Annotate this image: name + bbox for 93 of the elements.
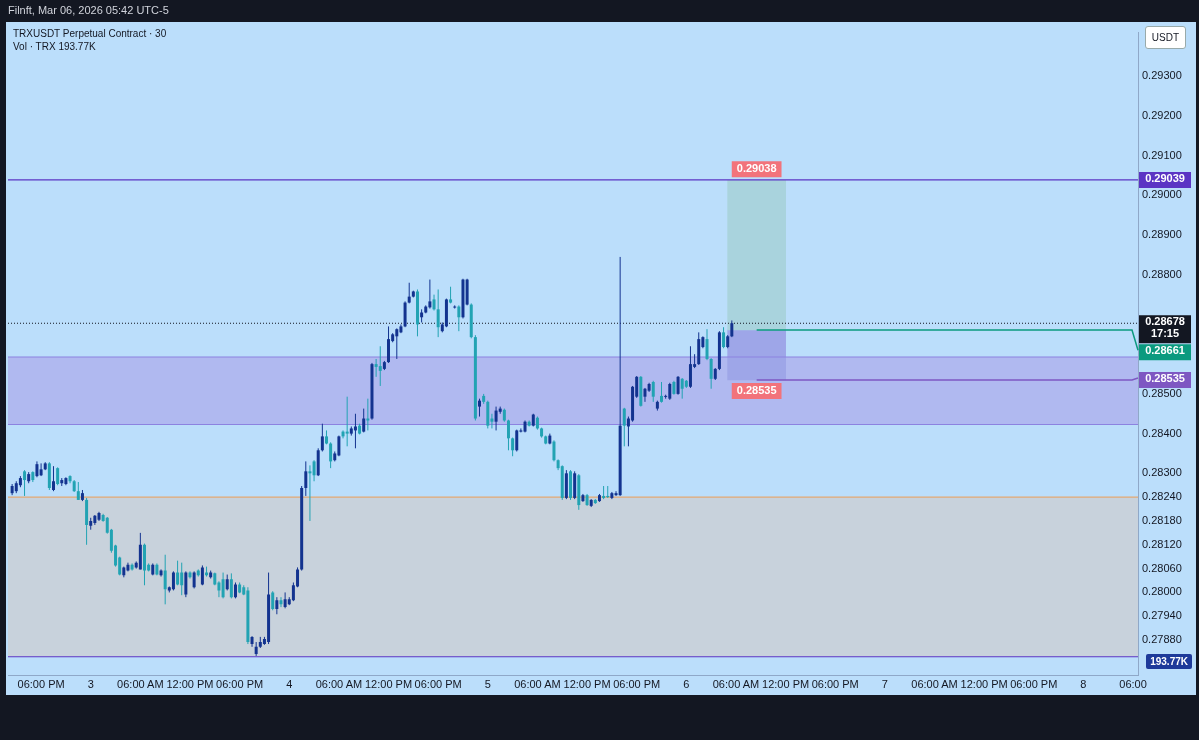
candlestick (275, 596, 279, 615)
text: USDT (1144, 26, 1186, 49)
y-tick-label: 0.28240 (1142, 490, 1182, 503)
y-tick-label: 0.27880 (1142, 633, 1182, 646)
candlestick (283, 591, 287, 609)
y-tick-label: 0.28400 (1142, 426, 1182, 439)
candlestick (378, 345, 382, 387)
candlestick (271, 590, 275, 611)
candlestick (229, 572, 233, 599)
candlestick (304, 460, 308, 497)
candlestick (622, 407, 626, 447)
x-tick-label: 06:00 PM (414, 678, 462, 691)
x-tick-label: 3 (87, 678, 94, 691)
candlestick (176, 560, 180, 586)
candlestick (366, 398, 370, 431)
y-tick-label: 0.28800 (1142, 267, 1182, 280)
candlestick (163, 554, 167, 605)
x-tick-label: 06:00 AM (514, 678, 561, 691)
candlestick (387, 325, 391, 364)
y-tick-label: 0.28000 (1142, 585, 1182, 598)
x-tick-label: 06:00 PM (216, 678, 264, 691)
chart-title: TRXUSDT Perpetual Contract · 30 (13, 28, 167, 39)
candlestick (171, 570, 175, 591)
annotation: 0.28661 (1145, 344, 1185, 357)
candlestick (308, 464, 312, 522)
y-tick-label: 0.28180 (1142, 513, 1182, 526)
annotation: 0.28535 (1145, 372, 1185, 385)
candlestick (722, 326, 726, 349)
x-tick-label: 06:00 PM (811, 678, 859, 691)
x-tick-label: 12:00 PM (563, 678, 611, 691)
ref-line-label: 0.28678 17:15 (1145, 315, 1185, 340)
text: 193.77K (1146, 654, 1192, 669)
x-tick-label: 12:00 PM (960, 678, 1008, 691)
candlestick (320, 423, 324, 452)
y-tick-label: 0.28060 (1142, 561, 1182, 574)
y-tick-label: 0.27940 (1142, 609, 1182, 622)
candlestick (180, 562, 184, 596)
x-tick-label: 06:00 AM (117, 678, 164, 691)
x-tick-label: 06:00 AM (712, 678, 760, 691)
text: Vol · TRX 193.77K (13, 41, 96, 52)
candlestick (660, 381, 664, 404)
candlestick (312, 459, 316, 482)
x-tick-label: 5 (484, 678, 491, 691)
candlestick (329, 441, 333, 469)
x-tick-label: 06:00 AM (315, 678, 363, 691)
candlestick (395, 327, 399, 360)
data-label: 0.29038 (736, 162, 777, 175)
candlestick (680, 377, 684, 400)
candlestick (279, 596, 283, 608)
y-tick-label: 0.28120 (1142, 537, 1182, 550)
candlestick (428, 279, 432, 310)
x-tick-label: 06:00 PM (613, 678, 661, 691)
candlestick (436, 288, 440, 338)
candlestick (200, 564, 204, 586)
x-tick-label: 8 (1080, 678, 1087, 691)
x-tick-label: 4 (286, 678, 293, 691)
candlestick (345, 396, 349, 447)
x-tick-label: 12:00 PM (364, 678, 413, 691)
x-tick-label: 06:00 PM (1010, 678, 1058, 691)
y-tick-label: 0.29000 (1142, 188, 1182, 201)
candlestick (353, 413, 357, 449)
y-tick-label: 0.28500 (1142, 386, 1182, 399)
x-tick-label: 06:00 PM (17, 678, 65, 691)
y-tick-label: 0.29100 (1142, 148, 1182, 161)
candlestick (552, 439, 556, 462)
x-tick-label: 06:00 (1119, 678, 1147, 691)
ref-line-label: 0.29039 (1145, 171, 1185, 184)
candlestick (486, 400, 490, 429)
x-tick-label: 6 (683, 678, 690, 691)
data-label: 0.28535 (736, 384, 777, 397)
candlestick (403, 300, 407, 328)
x-tick-label: 12:00 PM (166, 678, 214, 691)
candlestick (506, 419, 510, 451)
candlestick (494, 406, 498, 431)
text: Filnft, Mar 06, 2026 05:42 UTC-5 (8, 4, 169, 16)
x-tick-label: 06:00 AM (911, 678, 958, 691)
candlestick (39, 462, 43, 477)
candlestick (184, 570, 188, 598)
y-tick-label: 0.28300 (1142, 466, 1182, 479)
y-tick-label: 0.29300 (1142, 69, 1182, 82)
candlestick (23, 469, 27, 497)
candlestick (52, 465, 55, 492)
candlestick (676, 375, 680, 396)
candlestick (688, 345, 692, 389)
candlestick (651, 380, 655, 403)
candlestick (453, 304, 457, 310)
candlestick (374, 358, 378, 378)
candlestick (457, 304, 461, 332)
x-tick-label: 12:00 PM (762, 678, 810, 691)
y-tick-label: 0.29200 (1142, 109, 1182, 122)
x-tick-label: 7 (881, 678, 888, 691)
y-tick-label: 0.28900 (1142, 228, 1182, 241)
candlestick (221, 572, 225, 599)
